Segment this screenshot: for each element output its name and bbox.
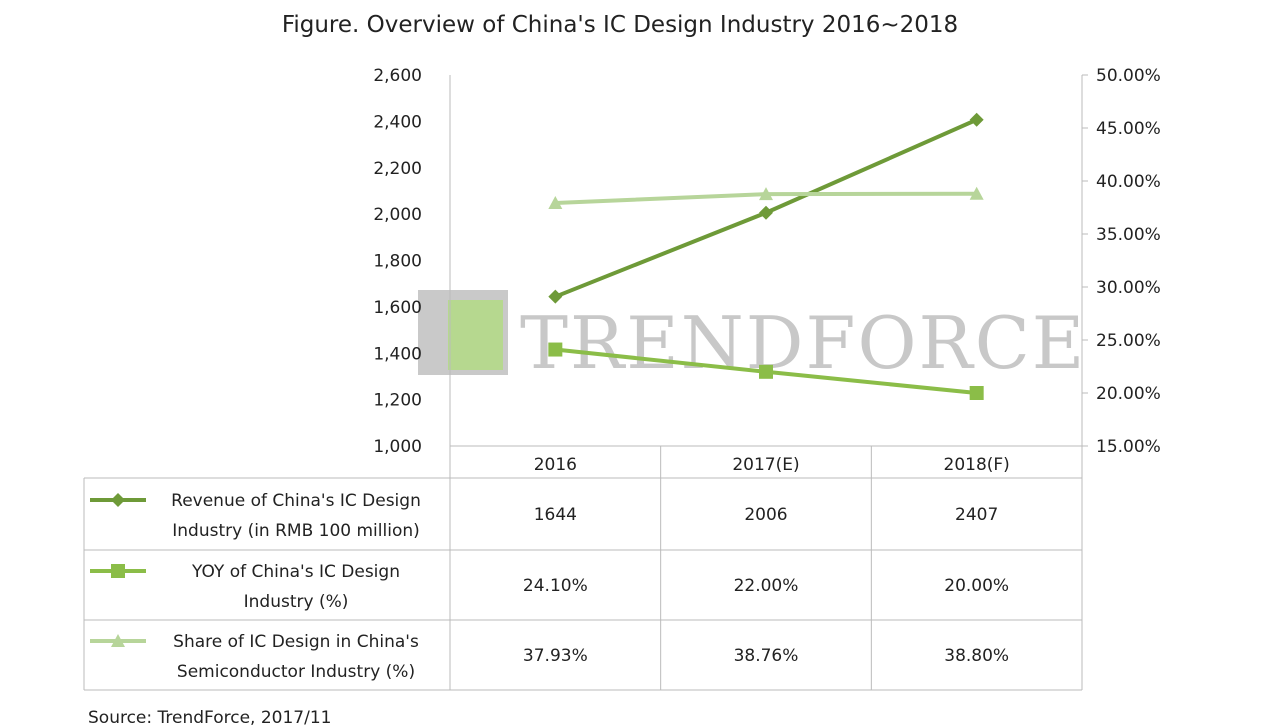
data-label: 38.80% [944, 646, 1009, 666]
right-tick-label: 15.00% [1096, 437, 1161, 457]
left-tick-label: 1,200 [373, 391, 422, 411]
left-tick-label: 2,600 [373, 66, 422, 86]
data-point [759, 205, 773, 220]
data-point [759, 187, 773, 201]
data-label: 37.93% [523, 646, 588, 666]
right-tick-label: 25.00% [1096, 331, 1161, 351]
data-point [759, 364, 773, 379]
left-tick-label: 2,000 [373, 205, 422, 225]
category-label: 2017(E) [732, 455, 799, 475]
left-tick-label: 2,400 [373, 112, 422, 132]
left-tick-label: 1,800 [373, 252, 422, 272]
right-tick-label: 30.00% [1096, 278, 1161, 298]
legend-marker [111, 634, 125, 647]
data-point [548, 289, 563, 304]
data-point [969, 112, 984, 127]
legend-label: YOY of China's IC Design [191, 562, 400, 582]
data-point [548, 195, 563, 209]
right-tick-label: 50.00% [1096, 66, 1161, 86]
data-point [969, 386, 984, 400]
legend-label: Industry (%) [244, 592, 349, 612]
right-tick-label: 45.00% [1096, 119, 1161, 139]
legend-label: Share of IC Design in China's [173, 632, 419, 652]
legend-label: Semiconductor Industry (%) [177, 662, 415, 682]
category-label: 2016 [534, 455, 577, 475]
data-point [969, 186, 984, 200]
legend-marker [111, 493, 125, 507]
legend-marker [111, 564, 125, 578]
data-label: 24.10% [523, 576, 588, 596]
data-label: 38.76% [734, 646, 799, 666]
data-label: 2006 [744, 505, 787, 525]
left-tick-label: 1,600 [373, 298, 422, 318]
data-label: 2407 [955, 505, 998, 525]
legend-label: Revenue of China's IC Design [171, 491, 421, 511]
data-label: 1644 [534, 505, 577, 525]
data-label: 20.00% [944, 576, 1009, 596]
data-point [548, 342, 563, 357]
source-note: Source: TrendForce, 2017/11 [88, 708, 332, 728]
data-label: 22.00% [734, 576, 799, 596]
left-tick-label: 2,200 [373, 159, 422, 179]
chart-title: Figure. Overview of China's IC Design In… [281, 12, 959, 38]
category-label: 2018(F) [944, 455, 1010, 475]
left-tick-label: 1,000 [373, 437, 422, 457]
right-tick-label: 35.00% [1096, 225, 1161, 245]
legend-label: Industry (in RMB 100 million) [172, 521, 420, 541]
left-tick-label: 1,400 [373, 344, 422, 364]
right-tick-label: 40.00% [1096, 172, 1161, 192]
watermark-text: TRENDFORCE [520, 301, 1086, 385]
right-tick-label: 20.00% [1096, 384, 1161, 404]
watermark-logo-mark-green [448, 300, 503, 370]
